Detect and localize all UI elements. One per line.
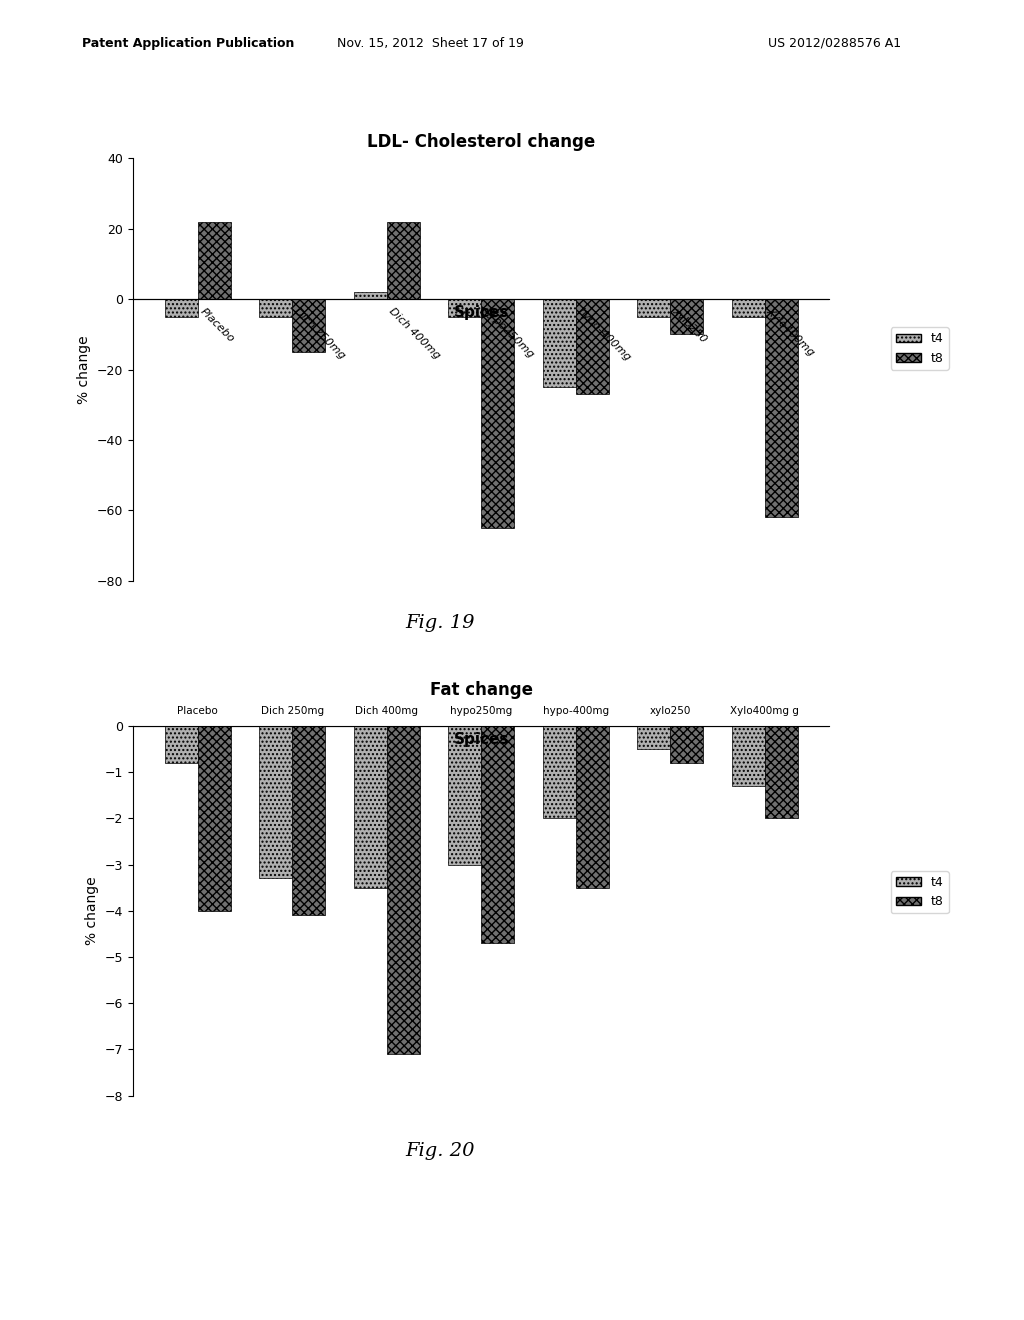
Text: Nov. 15, 2012  Sheet 17 of 19: Nov. 15, 2012 Sheet 17 of 19: [337, 37, 523, 50]
X-axis label: Spices: Spices: [454, 305, 509, 319]
Bar: [637, 726, 671, 748]
Text: Dich 400mg: Dich 400mg: [387, 306, 441, 362]
Text: Fig. 19: Fig. 19: [406, 614, 475, 632]
Text: Fig. 20: Fig. 20: [406, 1142, 475, 1160]
Bar: [387, 222, 420, 300]
Bar: [353, 292, 387, 300]
Bar: [732, 726, 765, 785]
Bar: [449, 300, 481, 317]
Text: Placebo: Placebo: [198, 306, 236, 345]
X-axis label: Spices: Spices: [454, 731, 509, 747]
Bar: [671, 726, 703, 763]
Bar: [292, 300, 326, 352]
Text: Dich 250mg: Dich 250mg: [292, 306, 347, 362]
Bar: [259, 300, 292, 317]
Text: Xylo400mg: Xylo400mg: [765, 306, 817, 358]
Bar: [575, 726, 609, 887]
Title: Fat change: Fat change: [430, 681, 532, 700]
Legend: t4, t8: t4, t8: [891, 327, 948, 370]
Text: xylo250: xylo250: [671, 306, 709, 345]
Title: LDL- Cholesterol change: LDL- Cholesterol change: [368, 133, 595, 152]
Bar: [198, 222, 230, 300]
Bar: [198, 726, 230, 911]
Legend: t4, t8: t4, t8: [891, 871, 948, 913]
Bar: [481, 300, 514, 528]
Bar: [575, 300, 609, 395]
Text: Patent Application Publication: Patent Application Publication: [82, 37, 294, 50]
Bar: [732, 300, 765, 317]
Bar: [387, 726, 420, 1053]
Text: hypo-400mg: hypo-400mg: [575, 306, 633, 363]
Bar: [543, 300, 575, 387]
Bar: [165, 300, 198, 317]
Bar: [481, 726, 514, 942]
Bar: [765, 726, 798, 818]
Bar: [637, 300, 671, 317]
Bar: [292, 726, 326, 916]
Text: hypo250mg: hypo250mg: [481, 306, 536, 360]
Bar: [353, 726, 387, 887]
Bar: [259, 726, 292, 879]
Bar: [543, 726, 575, 818]
Y-axis label: % change: % change: [85, 876, 99, 945]
Bar: [165, 726, 198, 763]
Bar: [671, 300, 703, 334]
Y-axis label: % change: % change: [78, 335, 91, 404]
Bar: [765, 300, 798, 517]
Text: US 2012/0288576 A1: US 2012/0288576 A1: [768, 37, 901, 50]
Bar: [449, 726, 481, 865]
